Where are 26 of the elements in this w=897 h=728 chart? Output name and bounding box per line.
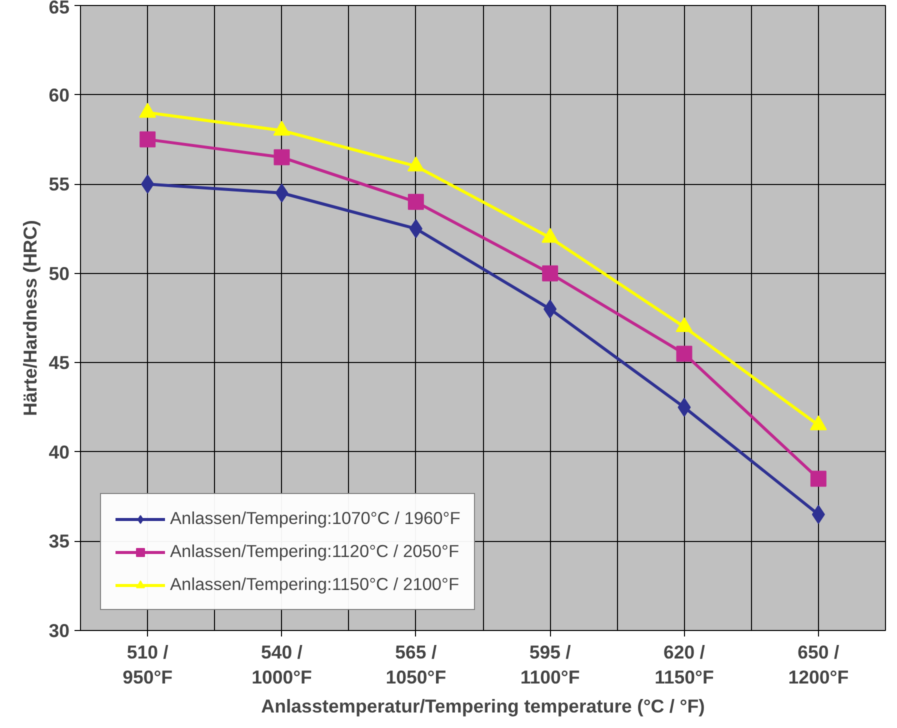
- y-tick-label: 50: [48, 262, 70, 284]
- point: [408, 194, 424, 210]
- x-axis-title: Anlasstemperatur/Tempering temperature (°C / °F): [261, 696, 705, 717]
- y-tick-label: 60: [48, 84, 70, 106]
- point: [810, 470, 826, 487]
- x-tick-label: 620 / 1150°F: [654, 642, 714, 688]
- legend-label: Anlassen/Tempering:1070°C / 1960°F: [170, 508, 460, 529]
- point: [140, 131, 156, 148]
- point: [274, 149, 290, 166]
- x-tick-label: 595 / 1100°F: [520, 642, 580, 688]
- y-axis-title: Härte/Hardness (HRC): [20, 220, 41, 416]
- y-tick-label: 55: [48, 174, 70, 195]
- y-tick-label: 35: [48, 530, 70, 552]
- point: [676, 346, 692, 362]
- x-tick-label: 540 / 1000°F: [252, 642, 312, 688]
- y-tick-label: 65: [48, 0, 70, 18]
- legend-label: Anlassen/Tempering:1150°C / 2100°F: [170, 574, 460, 595]
- x-tick-label: 650 / 1200°F: [788, 642, 849, 688]
- point: [542, 265, 558, 282]
- point: [275, 184, 288, 202]
- x-tick-label: 565 / 1050°F: [386, 642, 446, 688]
- y-tick-label: 40: [48, 441, 70, 462]
- y-tick-label: 45: [48, 352, 70, 374]
- legend-label: Anlassen/Tempering:1120°C / 2050°F: [170, 541, 460, 562]
- x-tick-label: 510 / 950°F: [122, 642, 173, 688]
- y-tick-label: 30: [48, 620, 70, 641]
